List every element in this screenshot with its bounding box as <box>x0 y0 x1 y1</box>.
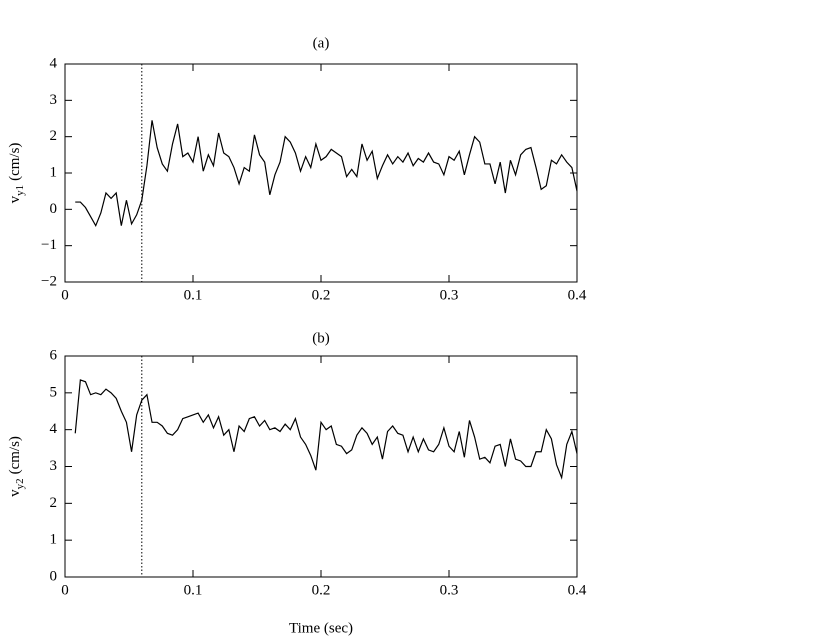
y-tick-label: 3 <box>50 92 58 108</box>
y-tick-label: 1 <box>50 532 58 548</box>
y-tick-label: 4 <box>50 55 58 71</box>
y-tick-label: −1 <box>41 237 57 253</box>
y-tick-label: 2 <box>50 128 58 144</box>
y-tick-label: 1 <box>50 164 58 180</box>
data-line <box>74 379 578 480</box>
y-axis-label: vy1 (cm/s) <box>7 143 25 204</box>
y-label-main: v <box>7 195 23 203</box>
x-tick-label: 0.4 <box>568 582 587 598</box>
y-tick-label: 5 <box>50 384 58 400</box>
x-tick-label: 0.2 <box>312 582 331 598</box>
y-tick-label: 2 <box>50 495 58 511</box>
x-tick-label: 0.2 <box>312 287 331 303</box>
x-tick-label: 0 <box>61 287 69 303</box>
plot-frame <box>64 355 578 578</box>
x-tick-label: 0.3 <box>440 287 459 303</box>
x-axis-label: Time (sec) <box>289 620 353 636</box>
y-tick-label: 4 <box>50 421 58 437</box>
x-tick-label: 0.3 <box>440 582 459 598</box>
y-tick-label: −2 <box>41 273 57 289</box>
data-line <box>75 120 578 228</box>
y-tick-label: 6 <box>50 347 58 363</box>
x-tick-label: 0.1 <box>184 582 203 598</box>
y-label-main: v <box>7 489 23 497</box>
x-tick-label: 0.4 <box>568 287 587 303</box>
y-tick-label: 0 <box>50 201 58 217</box>
x-tick-label: 0.1 <box>184 287 203 303</box>
y-tick-label: 3 <box>50 458 58 474</box>
chart-title: (b) <box>312 330 330 346</box>
y-axis-label: vy2 (cm/s) <box>7 436 25 497</box>
y-tick-label: 0 <box>50 568 58 584</box>
x-tick-label: 0 <box>61 582 69 598</box>
y-label-sub: y1 <box>14 185 26 196</box>
y-label-unit: (cm/s) <box>7 143 23 181</box>
y-label-unit: (cm/s) <box>7 436 23 474</box>
chart-title: (a) <box>313 35 330 51</box>
y-label-sub: y2 <box>14 478 26 489</box>
